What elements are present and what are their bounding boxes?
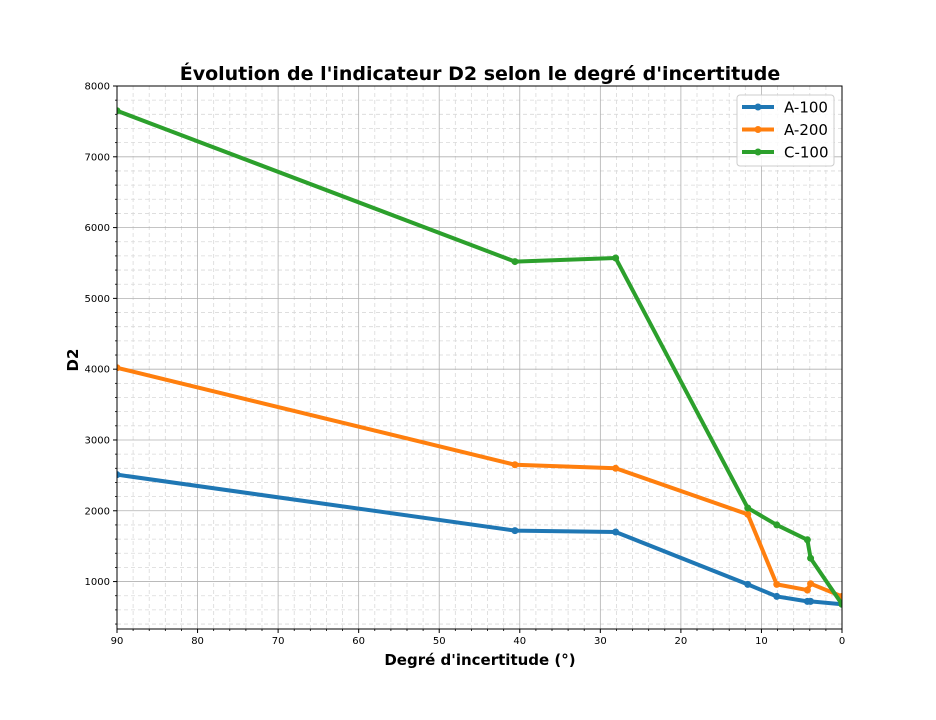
y-tick-label: 3000: [85, 435, 110, 446]
x-tick-label: 20: [675, 636, 688, 647]
legend: A-100 A-200 C-100: [736, 94, 835, 167]
legend-marker-A-100: [754, 103, 762, 111]
data-point-A-100: [612, 528, 620, 536]
y-tick-label: 8000: [85, 82, 110, 93]
data-point-A-100: [773, 592, 781, 600]
data-point-A-100: [117, 471, 121, 479]
data-point-A-200: [803, 586, 811, 594]
data-point-C-100: [773, 521, 781, 529]
y-tick-label: 2000: [85, 506, 110, 517]
legend-marker-C-100: [754, 148, 762, 156]
data-point-A-200: [773, 580, 781, 588]
x-tick-label: 50: [433, 636, 446, 647]
data-point-C-100: [511, 258, 519, 266]
y-tick-label: 6000: [85, 223, 110, 234]
chart-title: Évolution de l'indicateur D2 selon le de…: [180, 62, 781, 85]
legend-label-A-100: A-100: [784, 99, 828, 117]
legend-label-A-200: A-200: [784, 121, 828, 139]
data-point-A-200: [612, 464, 620, 472]
data-point-A-100: [807, 597, 815, 605]
data-point-A-200: [744, 510, 752, 518]
x-tick-label: 30: [594, 636, 607, 647]
data-point-A-200: [117, 364, 121, 372]
data-point-C-100: [744, 504, 752, 512]
legend-marker-A-200: [754, 126, 762, 133]
legend-label-C-100: C-100: [784, 144, 829, 162]
data-point-A-100: [511, 527, 519, 535]
x-tick-label: 10: [755, 636, 768, 647]
data-point-C-100: [803, 536, 811, 544]
plot-frame: [116, 85, 843, 630]
ticks-layer: 90 80 70 60 50 40 30 20 10 0 1000 2000 3000 4000 5000 6…: [85, 82, 846, 648]
series-C-100: [117, 107, 842, 608]
x-tick-label: 70: [272, 636, 285, 647]
x-tick-label: 0: [839, 636, 845, 647]
x-tick-label: 90: [111, 636, 124, 647]
series-layer: [117, 107, 842, 608]
data-point-C-100: [612, 254, 620, 262]
series-A-100: [117, 471, 842, 608]
series-A-200: [117, 364, 842, 600]
y-tick-label: 7000: [85, 152, 110, 163]
y-axis-label: D2: [64, 349, 82, 372]
x-axis-label: Degré d'incertitude (°): [384, 651, 575, 669]
data-point-C-100: [838, 600, 842, 608]
data-point-A-200: [511, 461, 519, 469]
y-tick-label: 1000: [85, 577, 110, 588]
data-point-C-100: [117, 107, 121, 115]
data-point-C-100: [807, 554, 815, 562]
data-point-A-200: [807, 580, 815, 588]
x-tick-label: 60: [352, 636, 365, 647]
x-tick-label: 80: [191, 636, 204, 647]
y-tick-label: 5000: [85, 294, 110, 305]
x-tick-label: 40: [513, 636, 526, 647]
y-tick-label: 4000: [85, 365, 110, 376]
data-point-A-100: [744, 580, 752, 588]
legend-box: [736, 94, 835, 167]
